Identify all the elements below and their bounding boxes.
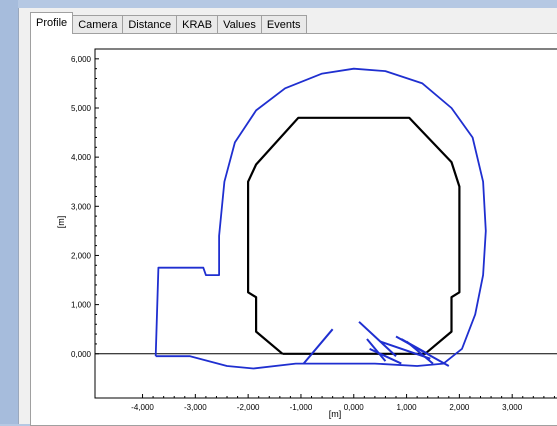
y-tick-label: 5,000 xyxy=(71,104,92,113)
scan-segment xyxy=(302,328,334,365)
x-tick-label: -2,000 xyxy=(237,403,260,412)
window-left-strip xyxy=(0,0,18,424)
scan-segment xyxy=(405,340,434,365)
x-tick-label: 2,000 xyxy=(449,403,470,412)
profile-chart: -4,000 -3,000 -2,000 -1,000 0,000 1,000 2,000 3… xyxy=(56,48,557,419)
tab-events[interactable]: Events xyxy=(260,15,307,34)
tab-camera[interactable]: Camera xyxy=(72,15,124,34)
x-tick-label: -1,000 xyxy=(290,403,313,412)
y-tick-label: 4,000 xyxy=(71,153,92,162)
profile-panel: Profile Camera Distance KRAB Values Even… xyxy=(18,8,557,426)
series-layer xyxy=(95,67,557,370)
x-tick-label: 0,000 xyxy=(344,403,365,412)
tab-strip: Profile Camera Distance KRAB Values Even… xyxy=(30,12,307,34)
axis-ticks: -4,000 -3,000 -2,000 -1,000 0,000 1,000 2,000 3… xyxy=(71,55,555,412)
y-tick-label: 1,000 xyxy=(71,301,92,310)
scan-segment xyxy=(379,340,431,360)
x-tick-label: 3,000 xyxy=(502,403,523,412)
y-tick-label: 3,000 xyxy=(71,202,92,211)
x-axis-label: [m] xyxy=(329,409,342,419)
x-tick-label: -4,000 xyxy=(131,403,154,412)
y-axis-label: [m] xyxy=(56,216,66,229)
y-tick-label: 0,000 xyxy=(71,350,92,359)
tab-values[interactable]: Values xyxy=(217,15,262,34)
tab-content: -4,000 -3,000 -2,000 -1,000 0,000 1,000 2,000 3… xyxy=(30,33,557,426)
tab-profile[interactable]: Profile xyxy=(30,12,74,34)
tab-distance[interactable]: Distance xyxy=(122,15,178,34)
x-tick-label: -3,000 xyxy=(184,403,207,412)
y-tick-label: 6,000 xyxy=(71,55,92,64)
scan-profile-line xyxy=(154,67,487,370)
scan-segment xyxy=(366,338,387,362)
x-tick-label: 1,000 xyxy=(397,403,418,412)
scan-segment xyxy=(358,321,397,357)
tab-krab[interactable]: KRAB xyxy=(176,15,219,34)
plot-area xyxy=(94,48,557,399)
scan-segment xyxy=(369,347,402,365)
scan-segment xyxy=(400,338,429,355)
tunnel-profile-line xyxy=(247,116,461,355)
y-tick-label: 2,000 xyxy=(71,251,92,260)
